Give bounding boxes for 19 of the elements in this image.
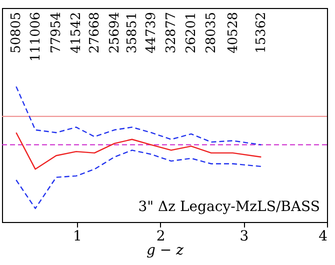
text: 111006 [28, 12, 44, 62]
text: 44739 [144, 12, 160, 54]
text: 50805 [9, 12, 24, 54]
text: 27668 [88, 12, 102, 54]
text: 26201 [184, 12, 200, 54]
text: 41542 [69, 12, 84, 54]
x-axis-title: g − z [146, 242, 184, 258]
x-tick-label: 3 [240, 228, 249, 244]
text: 28035 [204, 12, 220, 54]
annotation: 3" Δz Legacy-MzLS/BASS [138, 199, 320, 215]
text: 25694 [108, 12, 122, 54]
text: 32877 [164, 12, 180, 54]
x-tick-label: 4 [318, 228, 328, 244]
text: 35851 [125, 12, 140, 54]
text: 40528 [226, 12, 241, 54]
text: 15362 [254, 12, 270, 54]
x-tick-label: 2 [156, 228, 166, 244]
x-tick-label: 1 [73, 228, 82, 244]
text: 77954 [49, 12, 64, 54]
